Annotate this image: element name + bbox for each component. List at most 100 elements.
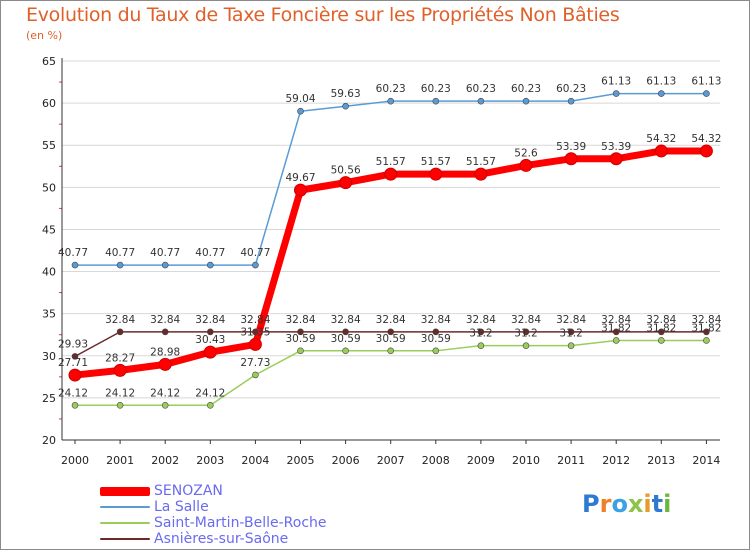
data-label: 31.2 xyxy=(469,328,492,340)
x-tick-label: 2014 xyxy=(692,454,720,467)
data-label: 32.84 xyxy=(511,314,541,326)
y-tick-label: 20 xyxy=(42,434,56,447)
data-point xyxy=(657,90,665,97)
data-point xyxy=(252,371,259,379)
data-label: 60.23 xyxy=(376,83,406,95)
data-label: 32.84 xyxy=(240,314,270,326)
legend-swatch xyxy=(100,506,150,508)
data-label: 32.84 xyxy=(556,314,586,326)
data-label: 61.13 xyxy=(601,76,631,88)
data-point xyxy=(609,152,623,166)
y-tick-label: 25 xyxy=(42,392,56,405)
data-label: 53.39 xyxy=(601,141,631,153)
x-tick-label: 2003 xyxy=(196,454,224,467)
data-label: 49.67 xyxy=(285,172,315,184)
data-label: 30.59 xyxy=(421,333,451,345)
data-point xyxy=(519,158,533,172)
data-label: 61.13 xyxy=(691,76,721,88)
data-point xyxy=(432,347,440,355)
y-tick-label: 35 xyxy=(42,308,56,321)
data-labels: 40.77 40.77 40.77 40.77 40.77 59.04 59.63 60.23… xyxy=(58,76,722,400)
data-point xyxy=(297,328,304,336)
data-label: 31.82 xyxy=(601,322,631,334)
legend-label: Asnières-sur-Saône xyxy=(154,531,289,547)
x-tick-label: 2010 xyxy=(512,454,540,467)
x-tick-label: 2008 xyxy=(422,454,450,467)
data-point xyxy=(113,363,127,377)
data-point xyxy=(522,342,530,349)
data-label: 31.82 xyxy=(646,322,676,334)
data-point xyxy=(161,328,169,336)
x-tick-label: 2011 xyxy=(557,454,585,467)
data-point xyxy=(564,152,578,166)
data-label: 52.6 xyxy=(514,147,538,159)
legend-item-la-salle: La Salle xyxy=(100,499,327,515)
data-point xyxy=(342,102,349,110)
data-label: 32.84 xyxy=(331,314,361,326)
data-label: 32.84 xyxy=(691,314,721,326)
data-point xyxy=(71,402,79,409)
data-label: 54.32 xyxy=(691,133,721,145)
legend-item-saint-martin: Saint-Martin-Belle-Roche xyxy=(100,515,327,531)
data-point xyxy=(657,328,665,336)
data-point xyxy=(612,328,620,336)
data-point xyxy=(477,342,485,349)
legend-label: SENOZAN xyxy=(154,483,223,499)
data-label: 32.84 xyxy=(646,314,676,326)
y-tick-label: 65 xyxy=(42,55,56,68)
data-point xyxy=(522,97,530,105)
legend: SENOZAN La Salle Saint-Martin-Belle-Roch… xyxy=(100,483,327,547)
x-tick-label: 2005 xyxy=(287,454,315,467)
data-point xyxy=(339,176,353,190)
data-label: 40.77 xyxy=(150,247,180,259)
data-point xyxy=(387,328,395,336)
data-point xyxy=(432,328,440,336)
data-label: 32.84 xyxy=(421,314,451,326)
data-label: 31.82 xyxy=(691,322,721,334)
data-point xyxy=(477,328,485,336)
data-label: 30.59 xyxy=(376,333,406,345)
data-point xyxy=(703,337,710,344)
data-point xyxy=(161,261,169,269)
legend-label: Saint-Martin-Belle-Roche xyxy=(154,515,327,531)
data-label: 32.84 xyxy=(150,314,180,326)
legend-item-asnieres: Asnières-sur-Saône xyxy=(100,531,327,547)
data-label: 54.32 xyxy=(646,133,676,145)
data-label: 24.12 xyxy=(105,387,135,399)
y-tick-label: 45 xyxy=(42,223,56,236)
data-label: 51.57 xyxy=(376,156,406,168)
data-label: 51.57 xyxy=(421,156,451,168)
x-tick-label: 2009 xyxy=(467,454,495,467)
legend-swatch xyxy=(100,486,150,496)
data-point xyxy=(522,328,530,336)
data-point xyxy=(477,97,485,105)
data-point xyxy=(657,337,665,344)
y-tick-label: 55 xyxy=(42,139,56,152)
data-point xyxy=(297,347,304,355)
proxiti-logo: Proxiti xyxy=(582,490,672,518)
data-label: 27.73 xyxy=(240,357,270,369)
x-tick-label: 2007 xyxy=(377,454,405,467)
data-point xyxy=(342,347,349,355)
data-label: 59.04 xyxy=(285,93,315,105)
data-label: 30.59 xyxy=(331,333,361,345)
data-point xyxy=(71,353,79,360)
data-point xyxy=(161,402,169,409)
x-tick-label: 2002 xyxy=(151,454,179,467)
y-tick-label: 30 xyxy=(42,350,56,363)
data-point xyxy=(203,345,217,359)
y-tick-label: 40 xyxy=(42,266,56,279)
data-label: 61.13 xyxy=(646,76,676,88)
data-point xyxy=(207,261,214,269)
data-point xyxy=(252,328,259,336)
data-point xyxy=(567,328,575,336)
data-label: 24.12 xyxy=(195,387,225,399)
data-label: 50.56 xyxy=(331,165,361,177)
data-point xyxy=(68,368,82,382)
data-label: 40.77 xyxy=(195,247,225,259)
data-point xyxy=(699,144,713,158)
data-point xyxy=(207,402,214,409)
x-tick-label: 2012 xyxy=(602,454,630,467)
data-label: 30.59 xyxy=(285,333,315,345)
legend-item-senozan: SENOZAN xyxy=(100,483,327,499)
